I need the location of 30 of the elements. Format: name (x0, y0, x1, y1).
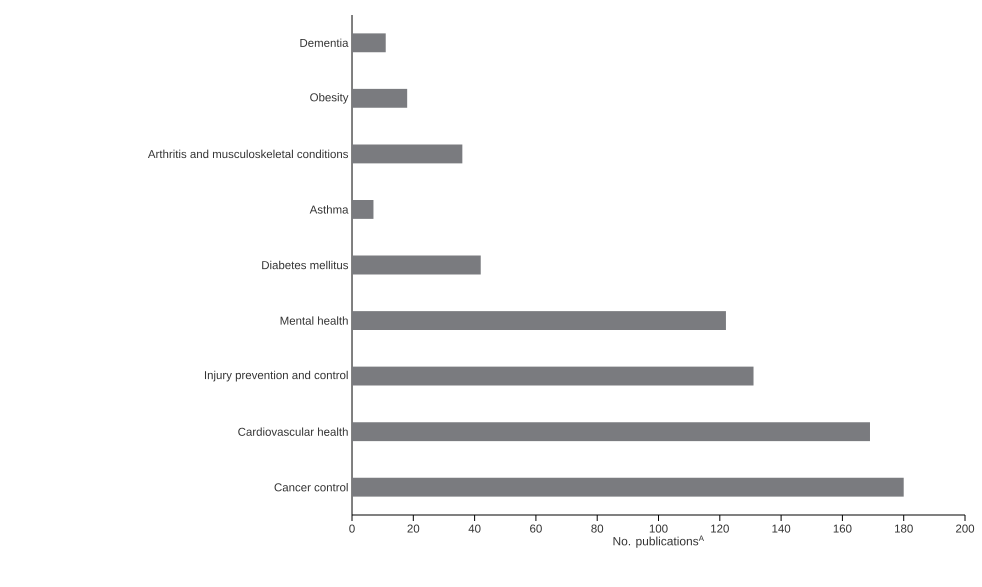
x-axis-title: No. publications$^{A}$ (614, 535, 704, 548)
bar (352, 33, 386, 52)
y-tick-label: Mental health (280, 316, 348, 325)
bar (352, 366, 754, 386)
bar (352, 478, 904, 497)
y-tick-label: Dementia (300, 38, 348, 47)
x-tick-label: 200 (956, 524, 974, 533)
x-tick-label: 100 (650, 524, 668, 533)
y-tick-label: Injury prevention and control (204, 370, 348, 382)
bar (352, 144, 462, 164)
bar (352, 88, 408, 108)
bar (352, 422, 870, 442)
x-tick-label: 60 (530, 524, 542, 533)
y-tick-label: Asthma (310, 205, 348, 214)
x-tick-label: 0 (349, 524, 355, 533)
x-tick-label: 120 (711, 524, 729, 533)
bar (352, 200, 374, 219)
y-tick-label: Arthritis and musculoskeletal conditions (148, 150, 348, 158)
y-tick-label: Cardiovascular health (238, 427, 348, 436)
x-tick-label: 20 (408, 524, 420, 533)
x-tick-label: 160 (834, 524, 852, 533)
x-tick-label: 140 (772, 524, 790, 533)
x-tick-label: 40 (468, 524, 481, 533)
bar (352, 311, 726, 330)
y-tick-label: Diabetes mellitus (262, 260, 348, 270)
x-tick-label: 180 (895, 524, 913, 533)
y-tick-label: Cancer control (274, 483, 348, 492)
x-tick-label: 80 (591, 524, 604, 533)
y-tick-label: Obesity (310, 92, 348, 104)
bar (352, 256, 481, 274)
